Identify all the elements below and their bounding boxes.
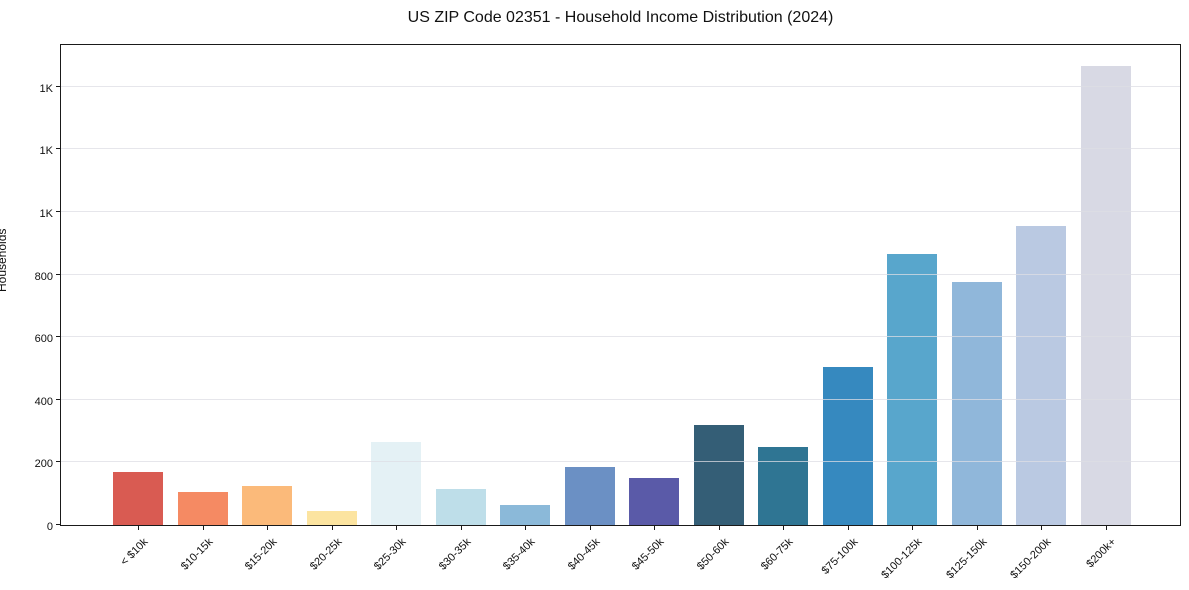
y-tick-mark [56,211,61,213]
bar-45-50k [629,478,679,525]
bar-50-60k [693,424,744,525]
x-tick-label: $15-20k [242,536,280,573]
bar-100-125k [887,254,937,525]
gridline [61,336,1180,338]
bar-20-25k [306,510,357,525]
y-tick-label: 1K [39,82,53,95]
x-tick-label: $150-200k [1008,536,1054,582]
x-tick-label: $40-45k [565,536,602,573]
y-tick-label: 200 [34,458,53,471]
y-tick-mark [56,148,61,150]
y-tick-mark [56,85,61,87]
bar-60-75k [758,446,808,525]
bar-75-100k [822,366,873,525]
y-tick-label: 800 [34,270,53,283]
bar-10-15k [177,492,228,525]
bar-35-40k [500,504,550,525]
x-tick-mark [718,525,720,530]
x-tick-label: $75-100k [819,536,860,577]
x-tick-label: $25-30k [371,536,409,573]
y-tick-label: 1K [39,208,53,220]
x-tick-mark [976,525,978,530]
x-tick-label: $45-50k [629,536,667,573]
x-tick-mark [912,525,913,530]
x-tick-mark [267,525,268,530]
y-tick-label: 400 [34,395,53,408]
x-tick-mark [783,525,784,530]
y-tick-mark [56,398,61,400]
x-tick-mark [1041,525,1042,530]
gridline [61,273,1180,275]
x-tick-mark [847,525,849,530]
y-tick-label: 1K [39,145,53,158]
y-tick-mark [56,461,61,463]
chart-title: US ZIP Code 02351 - Household Income Dis… [407,9,834,26]
x-tick-mark [396,525,397,530]
y-tick-label: 600 [34,333,53,346]
bar-15-20k [242,485,292,525]
y-tick-mark [56,336,61,338]
y-axis-label: Households [0,228,9,292]
x-tick-mark [460,525,462,530]
x-tick-mark [654,525,655,530]
x-tick-mark [202,525,204,530]
plot-area: 0 200 400 600 800 1K 1K 1K < $10k $10-15k $15-20k $… [35,44,1181,581]
bar-125-150k [951,282,1002,525]
x-tick-label: $100-125k [879,536,925,582]
x-tick-mark [525,525,526,530]
y-tick-mark [56,273,61,275]
x-tick-mark [589,525,591,530]
gridline [61,211,1180,213]
bar-150-200k [1016,226,1066,525]
x-tick-label: $60-75k [758,536,796,573]
bar-40-45k [564,467,615,525]
x-tick-label: $10-15k [178,536,215,573]
x-tick-mark [138,525,139,530]
gridline [61,148,1180,150]
x-tick-label: $125-150k [943,536,989,582]
x-tick-label: < $10k [118,536,151,569]
bar-10k [113,471,163,525]
bar-200k [1080,66,1131,525]
x-tick-label: $50-60k [694,536,731,573]
bar-30-35k [435,489,486,525]
y-tick-mark [56,524,61,525]
x-tick-label: $30-35k [436,536,473,573]
x-tick-label: $20-25k [307,536,344,573]
x-tick-mark [1105,525,1107,530]
y-tick-label: 0 [46,521,53,533]
gridline [61,85,1180,87]
x-tick-label: $200k+ [1083,536,1118,571]
bar-25-30k [371,442,421,525]
gridline [61,398,1180,400]
gridline [61,461,1180,463]
x-tick-label: $35-40k [500,536,538,573]
x-tick-mark [331,525,333,530]
